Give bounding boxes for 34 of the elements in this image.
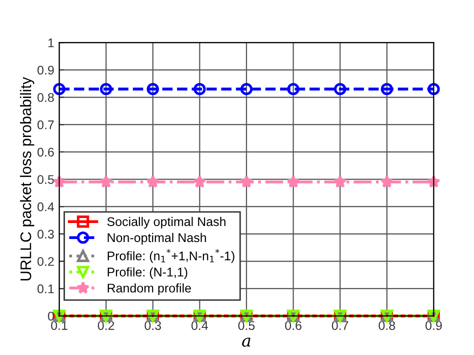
legend-label: Socially optimal Nash <box>107 216 226 229</box>
y-tick-label: 0.2 <box>38 257 54 266</box>
point <box>146 175 160 188</box>
legend-label: Non-optimal Nash <box>108 232 206 245</box>
y-tick-label: 0.3 <box>38 230 54 239</box>
point <box>53 82 66 96</box>
point <box>286 175 300 188</box>
y-tick-label: 0.9 <box>38 66 54 75</box>
y-tick-label: 0.6 <box>38 148 54 157</box>
legend-label: Profile: (N-1,1) <box>108 267 188 279</box>
point <box>287 82 300 96</box>
point <box>194 82 206 96</box>
y-tick-label: 0.8 <box>38 93 54 102</box>
legend-label: Random profile <box>108 283 191 296</box>
point <box>146 82 159 96</box>
point <box>193 175 206 188</box>
y-tick-label: 0.4 <box>38 202 54 212</box>
x-tick-label: 0.4 <box>191 321 208 330</box>
point <box>100 82 112 96</box>
point <box>334 175 347 188</box>
point <box>240 82 253 96</box>
legend-label: Profile: (n$_{1}$$^{*}$+1,N-n$_{1}$$^{*}$-1) <box>108 248 234 263</box>
y-tick-label: 0.1 <box>38 284 54 294</box>
point <box>380 82 394 96</box>
x-axis-title: a <box>242 338 250 347</box>
point <box>334 82 346 96</box>
y-tick-label: 1 <box>48 38 54 48</box>
point <box>428 82 440 96</box>
y-tick-label: 0.5 <box>38 175 54 184</box>
y-axis-title: URLLC packet loss probability <box>20 76 34 280</box>
point <box>380 175 394 188</box>
y-tick-label: 0.7 <box>38 120 54 130</box>
point <box>240 175 254 188</box>
point <box>100 175 113 188</box>
